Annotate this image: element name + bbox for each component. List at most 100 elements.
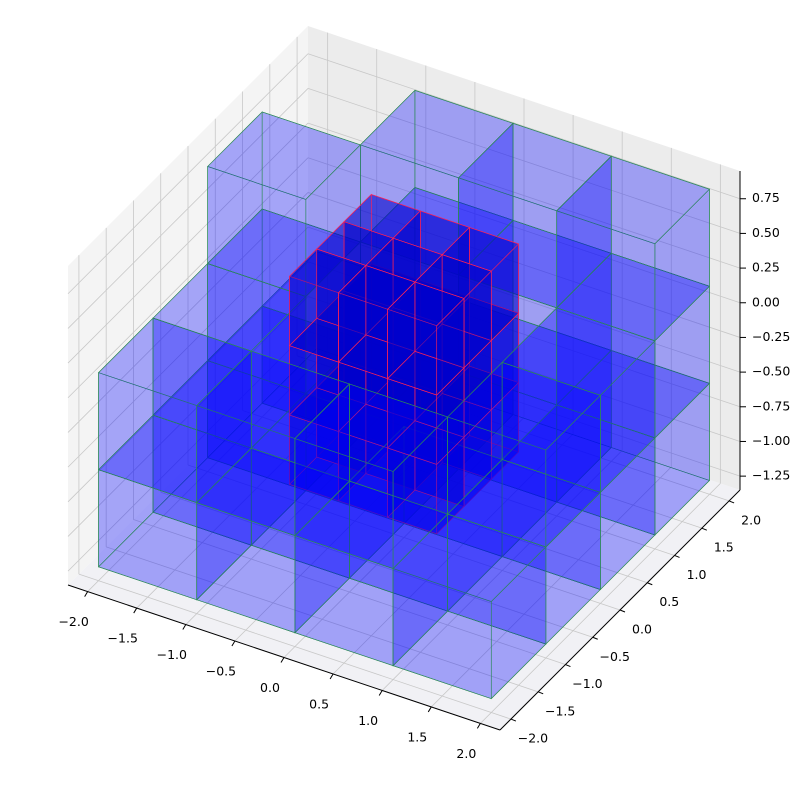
x-tick xyxy=(133,607,138,614)
voxel xyxy=(97,414,252,601)
z-tick-label: −1.25 xyxy=(752,468,790,483)
grid-line xyxy=(133,519,566,665)
grid-line xyxy=(269,382,702,529)
x-tick-label: 1.0 xyxy=(358,713,378,728)
y-tick-label: 2.0 xyxy=(741,512,761,527)
voxel xyxy=(392,348,471,464)
voxel xyxy=(447,361,601,548)
x-tick xyxy=(476,723,481,729)
y-tick-label: −2.0 xyxy=(518,731,548,746)
grid-line xyxy=(67,157,309,399)
x-tick xyxy=(231,640,236,647)
voxel-face xyxy=(289,248,318,347)
voxel xyxy=(387,350,465,466)
x-tick xyxy=(427,706,432,713)
y-tick xyxy=(565,664,571,668)
x-tick xyxy=(329,673,334,680)
grid-line xyxy=(242,410,675,556)
voxel-face xyxy=(447,361,503,515)
voxel xyxy=(447,458,601,645)
y-tick xyxy=(537,691,544,695)
voxel xyxy=(414,253,492,369)
voxel xyxy=(343,193,421,309)
voxel-face xyxy=(294,383,350,537)
grid-line xyxy=(160,491,593,638)
voxel xyxy=(365,237,443,353)
voxel xyxy=(316,359,394,475)
grid-line xyxy=(307,192,741,338)
voxel xyxy=(152,262,307,449)
grid-line xyxy=(296,355,730,502)
voxel-face xyxy=(338,264,367,363)
y-tick xyxy=(701,527,708,531)
z-tick-label: 0.00 xyxy=(752,294,780,309)
y-tick xyxy=(647,582,653,586)
x-tick-label: 0.0 xyxy=(260,680,280,695)
y-tick-label: −1.5 xyxy=(545,703,575,718)
x-tick-label: −1.5 xyxy=(108,631,138,646)
voxel xyxy=(365,376,443,491)
voxel xyxy=(441,226,520,342)
x-tick-label: −1.0 xyxy=(157,647,187,662)
voxel xyxy=(392,513,547,700)
voxel xyxy=(337,264,416,380)
z-tick-label: −0.50 xyxy=(752,364,790,379)
voxel xyxy=(457,316,612,503)
y-axis xyxy=(499,489,741,731)
voxel-face xyxy=(387,281,416,380)
voxel xyxy=(501,404,656,591)
voxel-face xyxy=(458,122,514,276)
z-tick-label: −0.75 xyxy=(752,398,790,413)
voxel xyxy=(316,221,394,336)
grid-line xyxy=(307,157,741,304)
grid-line xyxy=(67,53,309,295)
y-tick xyxy=(510,718,517,722)
voxel xyxy=(365,306,443,422)
voxel xyxy=(501,307,656,494)
voxel xyxy=(288,248,367,363)
y-tick xyxy=(728,500,735,504)
voxel xyxy=(196,447,351,634)
x-tick-label: −2.0 xyxy=(58,614,88,629)
voxel-face xyxy=(556,155,612,309)
grid-line xyxy=(67,226,309,468)
voxel xyxy=(556,252,711,439)
y-tick-label: 0.5 xyxy=(659,594,679,609)
y-tick-label: −0.5 xyxy=(600,649,630,664)
voxel-face xyxy=(545,394,601,548)
x-tick xyxy=(378,690,383,696)
z-tick-label: −1.00 xyxy=(752,433,790,448)
grid-line xyxy=(106,546,539,693)
voxel xyxy=(343,263,421,378)
voxel-face xyxy=(196,350,252,504)
voxel-face xyxy=(490,546,547,700)
grid-line xyxy=(67,88,309,329)
y-tick-label: 1.0 xyxy=(687,567,707,582)
z-tick-label: 0.50 xyxy=(752,225,780,240)
grid-line xyxy=(78,573,512,720)
y-tick xyxy=(674,554,680,558)
voxel xyxy=(556,349,711,536)
voxel-face xyxy=(98,317,154,471)
voxel xyxy=(288,387,367,502)
z-tick-label: −0.25 xyxy=(752,329,790,344)
z-tick-label: 0.75 xyxy=(752,190,780,205)
grid-line xyxy=(67,330,309,572)
grid-line xyxy=(67,192,309,433)
grid-line xyxy=(67,261,309,503)
y-tick xyxy=(592,636,598,640)
x-tick xyxy=(182,624,187,630)
voxel xyxy=(337,334,416,449)
y-tick xyxy=(619,609,626,613)
grid-line xyxy=(307,88,741,234)
voxel xyxy=(359,89,514,276)
x-tick-label: −0.5 xyxy=(206,664,236,679)
grid-line xyxy=(215,437,648,584)
grid-line xyxy=(307,122,741,269)
grid-line xyxy=(67,296,309,537)
voxel xyxy=(414,323,492,438)
voxel xyxy=(556,155,711,342)
voxel xyxy=(337,403,416,519)
voxel xyxy=(414,392,492,508)
voxel-face xyxy=(392,513,448,667)
